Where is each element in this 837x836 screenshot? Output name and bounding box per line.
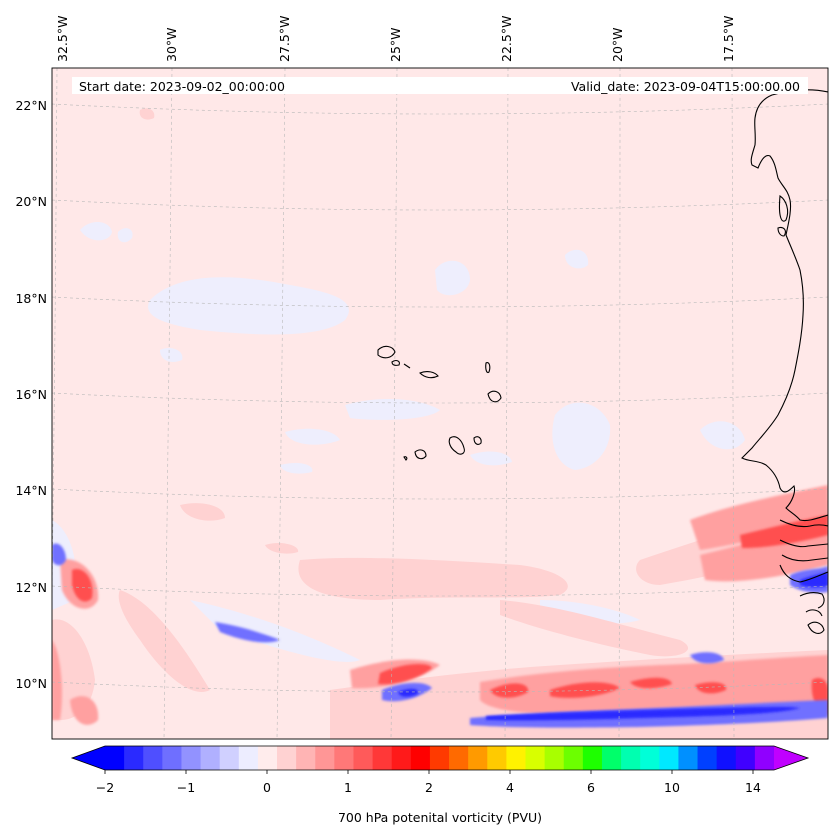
colorbar-segments bbox=[105, 746, 775, 770]
colorbar-segment bbox=[372, 746, 393, 770]
lat-label-10n: 10°N bbox=[15, 676, 47, 691]
cbar-tick-label: −2 bbox=[96, 780, 114, 795]
colorbar-segment bbox=[506, 746, 527, 770]
cbar-tick-label: 1 bbox=[344, 780, 352, 795]
colorbar: −2 −1 0 1 2 4 6 10 14 700 hPa potenital … bbox=[70, 745, 810, 825]
colorbar-segment bbox=[659, 746, 680, 770]
colorbar-segment bbox=[257, 746, 278, 770]
cbar-tick-label: −1 bbox=[177, 780, 195, 795]
colorbar-segment bbox=[544, 746, 565, 770]
colorbar-segment bbox=[468, 746, 488, 770]
colorbar-segment bbox=[621, 746, 641, 770]
pv-background-field bbox=[52, 68, 828, 739]
colorbar-segment bbox=[200, 746, 221, 770]
coastline bbox=[741, 89, 828, 634]
graticule bbox=[52, 68, 828, 739]
colorbar-segment bbox=[143, 746, 163, 770]
colorbar-over-arrow bbox=[774, 746, 808, 770]
lon-label-30w: 30°W bbox=[164, 27, 179, 62]
colorbar-segment bbox=[716, 746, 737, 770]
latitude-labels: 22°N 20°N 18°N 16°N 14°N 12°N 10°N bbox=[15, 98, 47, 691]
colorbar-segment bbox=[219, 746, 240, 770]
colorbar-segment bbox=[353, 746, 374, 770]
cbar-tick-label: 2 bbox=[425, 780, 433, 795]
pv-negative-weak-areas bbox=[52, 221, 745, 662]
lat-label-16n: 16°N bbox=[15, 387, 47, 402]
colorbar-segment bbox=[162, 746, 183, 770]
map-frame bbox=[51, 67, 829, 740]
colorbar-label: 700 hPa potenital vorticity (PVU) bbox=[338, 810, 542, 825]
valid-date-text: Valid_date: 2023-09-04T15:00:00.00 bbox=[571, 79, 800, 94]
colorbar-segment bbox=[315, 746, 335, 770]
colorbar-segment bbox=[124, 746, 144, 770]
longitude-labels: 32.5°W 30°W 27.5°W 25°W 22.5°W 20°W 17.5… bbox=[55, 16, 736, 62]
colorbar-segment bbox=[391, 746, 412, 770]
lat-label-22n: 22°N bbox=[15, 98, 47, 113]
colorbar-segment bbox=[487, 746, 507, 770]
lon-label-22-5w: 22.5°W bbox=[499, 16, 514, 62]
lon-label-17-5w: 17.5°W bbox=[721, 16, 736, 62]
lon-label-25w: 25°W bbox=[388, 27, 403, 62]
colorbar-segment bbox=[181, 746, 202, 770]
lon-label-20w: 20°W bbox=[610, 27, 625, 62]
lon-label-27-5w: 27.5°W bbox=[277, 16, 292, 62]
cape-verde-islands bbox=[377, 345, 502, 461]
colorbar-segment bbox=[334, 746, 355, 770]
colorbar-segment bbox=[678, 746, 699, 770]
lat-label-20n: 20°N bbox=[15, 194, 47, 209]
colorbar-segment bbox=[296, 746, 316, 770]
colorbar-under-arrow bbox=[72, 746, 105, 770]
valid-date-box bbox=[315, 77, 808, 94]
colorbar-segment bbox=[525, 746, 546, 770]
colorbar-segment bbox=[601, 746, 622, 770]
lat-label-12n: 12°N bbox=[15, 580, 47, 595]
colorbar-segment bbox=[429, 746, 450, 770]
cbar-tick-label: 4 bbox=[506, 780, 514, 795]
colorbar-segment bbox=[640, 746, 660, 770]
colorbar-segment bbox=[754, 746, 775, 770]
lon-label-32-5w: 32.5°W bbox=[55, 16, 70, 62]
colorbar-segment bbox=[449, 746, 469, 770]
colorbar-segment bbox=[410, 746, 431, 770]
cbar-tick-label: 6 bbox=[587, 780, 595, 795]
colorbar-segment bbox=[238, 746, 259, 770]
start-date-box bbox=[72, 77, 317, 94]
cbar-tick-label: 14 bbox=[745, 780, 761, 795]
pv-negative-deep-areas bbox=[398, 572, 828, 721]
map-panel bbox=[52, 68, 828, 739]
colorbar-segment bbox=[105, 746, 125, 770]
colorbar-segment bbox=[277, 746, 297, 770]
cbar-tick-label: 0 bbox=[263, 780, 271, 795]
lat-label-14n: 14°N bbox=[15, 483, 47, 498]
colorbar-tick-labels: −2 −1 0 1 2 4 6 10 14 bbox=[96, 780, 761, 795]
colorbar-ticks bbox=[104, 770, 754, 774]
cbar-tick-label: 10 bbox=[664, 780, 680, 795]
start-date-text: Start date: 2023-09-02_00:00:00 bbox=[79, 79, 285, 94]
colorbar-segment bbox=[735, 746, 756, 770]
lat-label-18n: 18°N bbox=[15, 291, 47, 306]
colorbar-segment bbox=[563, 746, 584, 770]
colorbar-segment bbox=[582, 746, 603, 770]
colorbar-segment bbox=[697, 746, 718, 770]
